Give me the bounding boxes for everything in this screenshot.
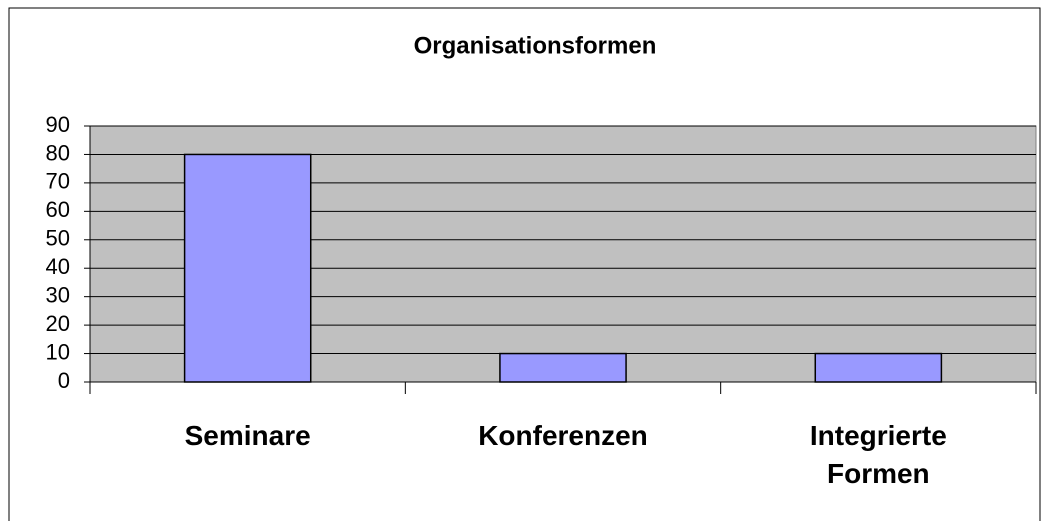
y-tick-label: 90	[46, 112, 70, 137]
bar	[814, 352, 943, 383]
y-tick-label: 30	[46, 282, 70, 307]
y-tick-label: 10	[46, 339, 70, 364]
y-tick-label: 0	[58, 368, 70, 393]
x-tick-label: Konferenzen	[478, 420, 648, 451]
y-tick-label: 70	[46, 169, 70, 194]
chart-frame	[8, 7, 1041, 521]
x-tick-label: Seminare	[184, 420, 311, 451]
y-tick-label: 50	[46, 226, 70, 251]
bar	[183, 153, 312, 383]
x-tick-label: Integrierte Formen	[809, 420, 947, 489]
chart-title: Organisationsformen	[414, 32, 657, 59]
y-tick-label: 80	[46, 140, 70, 165]
y-tick-label: 40	[46, 254, 70, 279]
bar	[499, 352, 627, 383]
y-tick-label: 60	[46, 197, 70, 222]
y-tick-label: 20	[46, 311, 70, 336]
